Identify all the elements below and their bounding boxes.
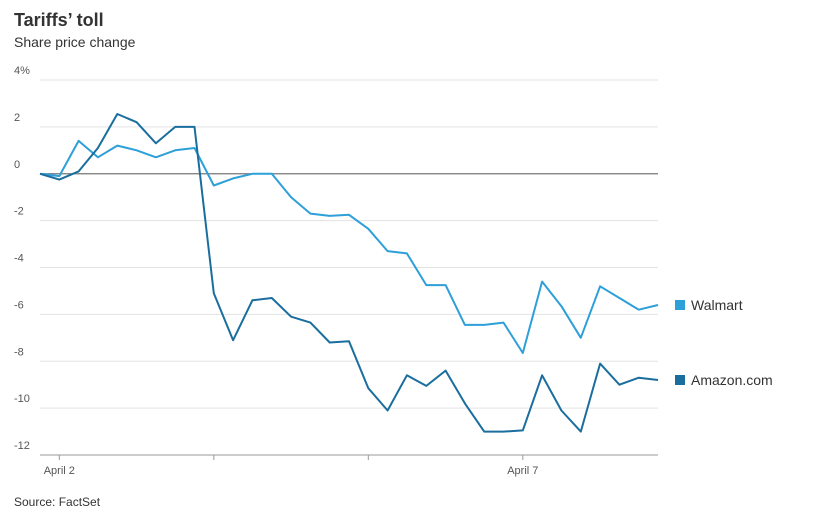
- chart-subtitle: Share price change: [14, 34, 136, 50]
- legend-label: Amazon.com: [691, 372, 773, 388]
- y-tick-label: -12: [14, 440, 30, 452]
- y-tick-label: 0: [14, 159, 20, 171]
- chart-title: Tariffs’ toll: [14, 10, 104, 30]
- line-series: [39, 139, 659, 354]
- y-tick-label: -4: [14, 253, 24, 265]
- x-tick-label: April 2: [44, 465, 75, 477]
- legend-swatch: [675, 300, 685, 310]
- x-tick-label: April 7: [507, 465, 538, 477]
- y-tick-label: -8: [14, 346, 24, 358]
- y-tick-label: -6: [14, 299, 24, 311]
- y-tick-label: 4%: [14, 65, 30, 77]
- source: Source: FactSet: [14, 495, 101, 509]
- legend-swatch: [675, 375, 685, 385]
- y-tick-label: 2: [14, 112, 20, 124]
- y-tick-label: -10: [14, 393, 30, 405]
- line-series: [39, 113, 659, 433]
- y-tick-label: -2: [14, 206, 24, 218]
- legend-label: Walmart: [691, 297, 743, 313]
